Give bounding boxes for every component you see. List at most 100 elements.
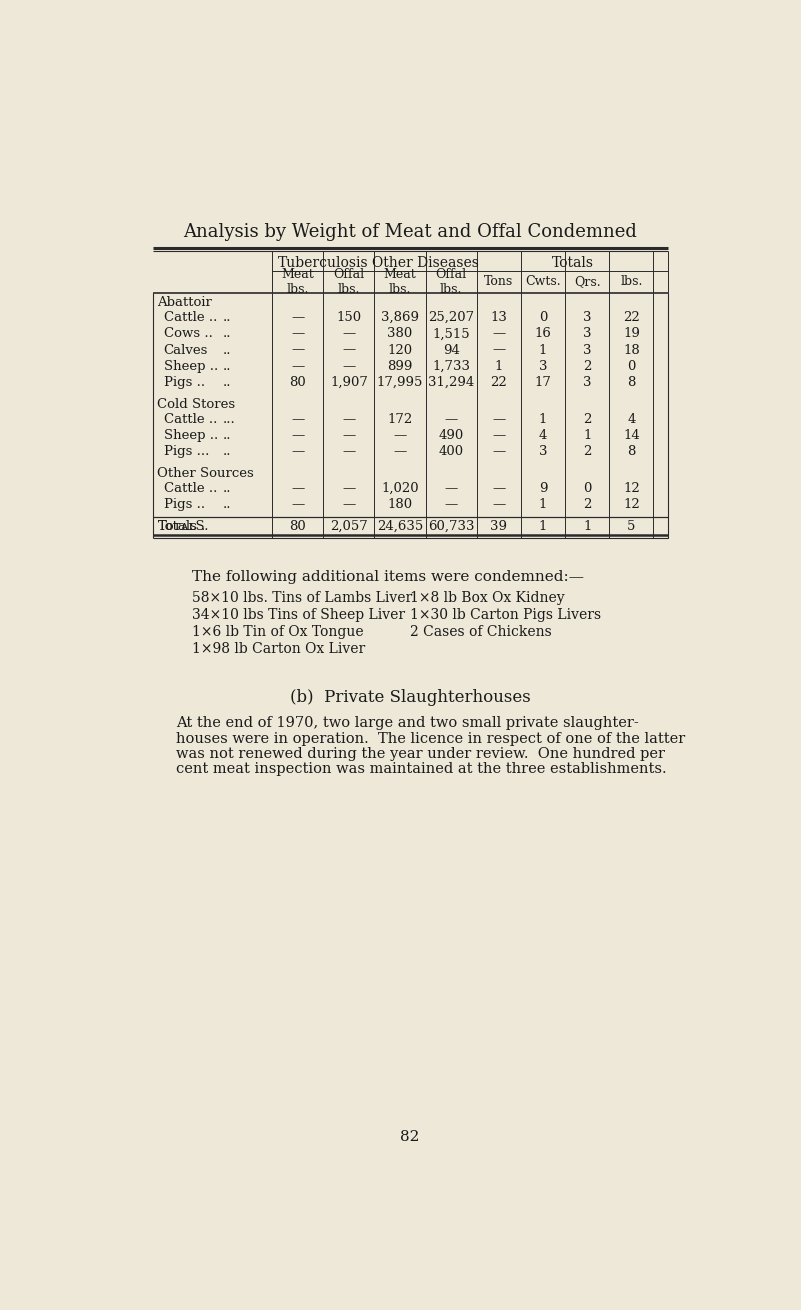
Text: 3: 3 [539, 360, 547, 373]
Text: TᴏᴛᴀʟЅ: TᴏᴛᴀʟЅ [158, 520, 205, 533]
Text: 1×8 lb Box Ox Kidney: 1×8 lb Box Ox Kidney [410, 592, 565, 605]
Text: Cold Stores: Cold Stores [158, 398, 235, 411]
Text: ..: .. [223, 498, 231, 511]
Text: Offal
lbs.: Offal lbs. [333, 269, 364, 296]
Text: 2: 2 [583, 360, 591, 373]
Text: 2: 2 [583, 445, 591, 458]
Text: 1×98 lb Carton Ox Liver: 1×98 lb Carton Ox Liver [191, 642, 364, 656]
Text: 80: 80 [289, 376, 306, 389]
Text: 1,020: 1,020 [381, 482, 419, 495]
Text: houses were in operation.  The licence in respect of one of the latter: houses were in operation. The licence in… [176, 731, 686, 745]
Text: 80: 80 [289, 520, 306, 533]
Text: 2 Cases of Chickens: 2 Cases of Chickens [410, 625, 552, 639]
Text: —: — [493, 328, 505, 341]
Text: 22: 22 [623, 312, 640, 325]
Text: 3,869: 3,869 [381, 312, 419, 325]
Text: 1,515: 1,515 [433, 328, 470, 341]
Text: Cattle ..: Cattle .. [163, 413, 217, 426]
Text: 3: 3 [539, 445, 547, 458]
Text: 1×6 lb Tin of Ox Tongue: 1×6 lb Tin of Ox Tongue [191, 625, 363, 639]
Text: 2,057: 2,057 [330, 520, 368, 533]
Text: 2: 2 [583, 498, 591, 511]
Text: 82: 82 [400, 1129, 420, 1144]
Text: cent meat inspection was maintained at the three establishments.: cent meat inspection was maintained at t… [176, 762, 666, 777]
Text: 1: 1 [539, 520, 547, 533]
Text: ..: .. [223, 328, 231, 341]
Text: Pigs ..: Pigs .. [163, 498, 205, 511]
Text: 1: 1 [495, 360, 503, 373]
Text: 8: 8 [627, 445, 635, 458]
Text: Totals: Totals [551, 257, 594, 270]
Text: 1: 1 [539, 498, 547, 511]
Text: —: — [445, 413, 458, 426]
Text: —: — [291, 430, 304, 441]
Text: 39: 39 [490, 520, 507, 533]
Text: —: — [342, 413, 356, 426]
Text: Other Sources: Other Sources [158, 468, 254, 481]
Text: —: — [493, 413, 505, 426]
Text: 17,995: 17,995 [376, 376, 423, 389]
Text: Tuberculosis: Tuberculosis [278, 257, 368, 270]
Text: Qrs.: Qrs. [574, 275, 601, 288]
Text: 180: 180 [388, 498, 413, 511]
Text: 1,907: 1,907 [330, 376, 368, 389]
Text: 400: 400 [439, 445, 464, 458]
Text: 13: 13 [490, 312, 507, 325]
Text: —: — [342, 445, 356, 458]
Text: —: — [493, 482, 505, 495]
Text: 120: 120 [388, 343, 413, 356]
Text: ...: ... [223, 413, 235, 426]
Text: 25,207: 25,207 [429, 312, 474, 325]
Text: —: — [493, 445, 505, 458]
Text: —: — [342, 360, 356, 373]
Text: Cattle ..: Cattle .. [163, 482, 217, 495]
Text: 4: 4 [539, 430, 547, 441]
Text: 1: 1 [539, 413, 547, 426]
Text: 2: 2 [583, 413, 591, 426]
Text: 1: 1 [583, 520, 591, 533]
Text: Pigs ...: Pigs ... [163, 445, 209, 458]
Text: 31,294: 31,294 [428, 376, 474, 389]
Text: ..: .. [223, 445, 231, 458]
Text: 34×10 lbs Tins of Sheep Liver: 34×10 lbs Tins of Sheep Liver [191, 608, 405, 622]
Text: Abattoir: Abattoir [158, 296, 212, 309]
Text: —: — [393, 430, 407, 441]
Text: Other Diseases: Other Diseases [372, 257, 479, 270]
Text: Cows ..: Cows .. [163, 328, 212, 341]
Text: —: — [342, 430, 356, 441]
Text: 0: 0 [539, 312, 547, 325]
Text: 380: 380 [388, 328, 413, 341]
Text: —: — [493, 343, 505, 356]
Text: —: — [291, 360, 304, 373]
Text: 4: 4 [627, 413, 635, 426]
Text: —: — [393, 445, 407, 458]
Text: Sheep ..: Sheep .. [163, 360, 218, 373]
Text: 899: 899 [388, 360, 413, 373]
Text: 19: 19 [623, 328, 640, 341]
Text: —: — [291, 413, 304, 426]
Text: 1×30 lb Carton Pigs Livers: 1×30 lb Carton Pigs Livers [410, 608, 602, 622]
Text: ..: .. [223, 312, 231, 325]
Text: ..: .. [223, 343, 231, 356]
Text: At the end of 1970, two large and two small private slaughter-: At the end of 1970, two large and two sm… [176, 717, 639, 730]
Text: 3: 3 [583, 328, 591, 341]
Text: 94: 94 [443, 343, 460, 356]
Text: 16: 16 [534, 328, 551, 341]
Text: —: — [342, 498, 356, 511]
Text: 12: 12 [623, 498, 640, 511]
Text: Sheep ..: Sheep .. [163, 430, 218, 441]
Text: Cattle ..: Cattle .. [163, 312, 217, 325]
Text: —: — [493, 498, 505, 511]
Text: (b)  Private Slaughterhouses: (b) Private Slaughterhouses [290, 689, 530, 706]
Text: 24,635: 24,635 [377, 520, 423, 533]
Text: Offal
lbs.: Offal lbs. [436, 269, 467, 296]
Text: 5: 5 [627, 520, 635, 533]
Text: Pigs ..: Pigs .. [163, 376, 205, 389]
Text: —: — [291, 343, 304, 356]
Text: 8: 8 [627, 376, 635, 389]
Text: —: — [445, 498, 458, 511]
Text: Analysis by Weight of Meat and Offal Condemned: Analysis by Weight of Meat and Offal Con… [183, 223, 637, 241]
Text: —: — [493, 430, 505, 441]
Text: Tons: Tons [485, 275, 513, 288]
Text: —: — [291, 445, 304, 458]
